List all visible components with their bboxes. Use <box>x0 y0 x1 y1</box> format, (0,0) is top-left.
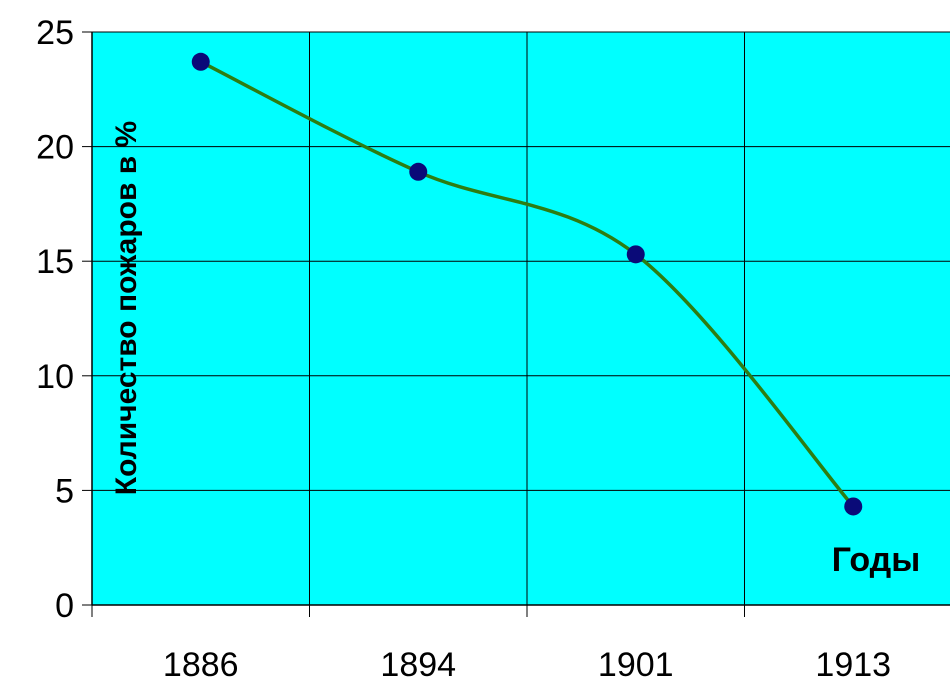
plot-area <box>92 32 950 605</box>
y-tick-label: 10 <box>36 358 74 396</box>
series <box>191 52 863 516</box>
x-tick-label: 1901 <box>598 646 674 684</box>
data-point <box>409 162 428 181</box>
data-point <box>626 245 645 264</box>
axes <box>82 31 950 617</box>
x-tick-label: 1894 <box>380 646 456 684</box>
y-tick-label: 20 <box>36 129 74 167</box>
y-tick-label: 0 <box>55 587 74 625</box>
y-tick-label: 5 <box>55 472 74 510</box>
data-point <box>191 52 210 71</box>
series-line <box>199 60 855 508</box>
y-tick-label: 25 <box>36 14 74 52</box>
y-axis-title: Количество пожаров в % <box>110 121 143 495</box>
x-axis-annotation: Годы <box>832 541 921 579</box>
data-point <box>844 497 863 516</box>
y-tick-label: 15 <box>36 243 74 281</box>
grid-lines <box>92 31 950 605</box>
x-tick-label: 1913 <box>815 646 891 684</box>
tick-labels: 0 5 10 15 20 25 1886 1894 1901 1913 <box>36 14 891 684</box>
x-tick-label: 1886 <box>163 646 239 684</box>
